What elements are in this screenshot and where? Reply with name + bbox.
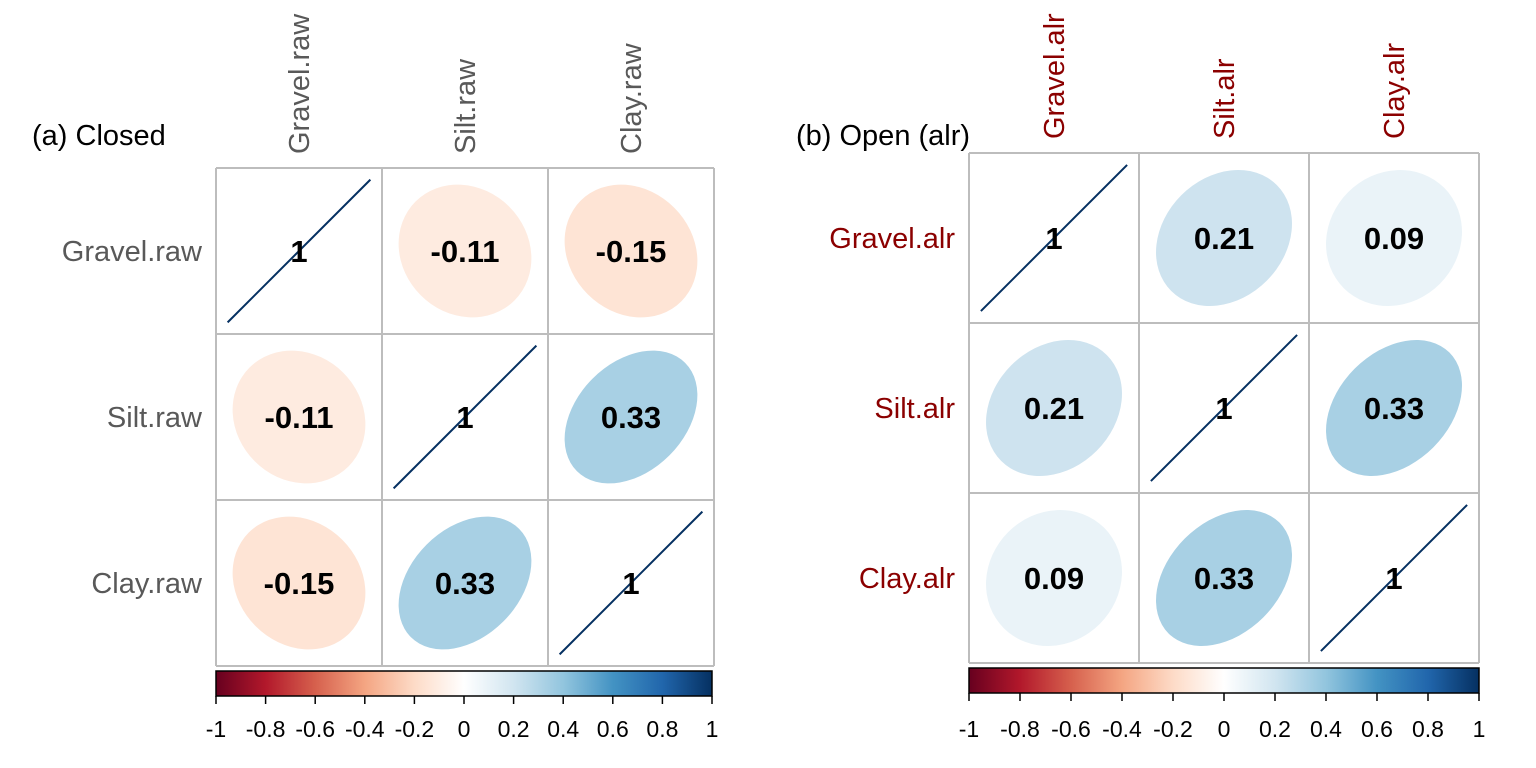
corr-ellipse (392, 344, 538, 490)
corr-value-label: 0.09 (1364, 221, 1424, 256)
corr-ellipse (986, 510, 1122, 646)
corr-ellipse (1156, 510, 1292, 646)
row-label: Gravel.raw (62, 236, 203, 268)
column-label: Gravel.raw (284, 13, 316, 154)
colorbar-tick-label: 0.4 (1310, 716, 1342, 742)
colorbar-tick-label: 0.6 (597, 716, 629, 742)
corr-value-label: 0.21 (1024, 391, 1084, 426)
row-label: Silt.raw (107, 402, 203, 434)
colorbar-tick-label: -0.2 (1153, 716, 1193, 742)
corr-value-label: 1 (1385, 561, 1402, 596)
panel-a: (a) Closed 1 -0.11 -0.15 -0.11 1 0.33 -0.15 0.33… (32, 13, 719, 742)
colorbar-tick-label: -1 (959, 716, 979, 742)
corr-value-label: -0.15 (596, 234, 667, 269)
corr-value-label: 0.33 (601, 400, 661, 435)
corr-ellipse (558, 510, 704, 656)
colorbar-tick-label: 0 (1218, 716, 1231, 742)
colorbar-tick-label: -1 (206, 716, 226, 742)
corr-ellipse (980, 164, 1128, 312)
corr-value-label: 0.21 (1194, 221, 1254, 256)
corr-ellipse (1326, 170, 1462, 306)
panel-title: (a) Closed (32, 120, 166, 152)
colorbar-tick-label: 0.2 (498, 716, 530, 742)
corr-value-label: -0.11 (431, 234, 500, 269)
column-label: Clay.alr (1379, 43, 1411, 139)
corr-value-label: -0.11 (265, 400, 334, 435)
colorbar-tick-label: -0.2 (395, 716, 435, 742)
corr-ellipse (398, 184, 532, 318)
corr-ellipse (232, 350, 366, 484)
colorbar-tick-label: -0.8 (1000, 716, 1040, 742)
corr-ellipse (398, 516, 532, 650)
corr-ellipse (1150, 334, 1298, 482)
row-label: Silt.alr (874, 393, 955, 425)
corr-ellipse (232, 516, 366, 650)
corr-value-label: 0.09 (1024, 561, 1084, 596)
corr-value-label: 0.33 (435, 566, 495, 601)
corr-ellipse (986, 340, 1122, 476)
colorbar-tick-label: 1 (1473, 716, 1486, 742)
corr-ellipse (1326, 340, 1462, 476)
column-label: Silt.raw (450, 58, 482, 154)
colorbar-tick-label: 0.4 (547, 716, 579, 742)
colorbar-tick-label: 0.8 (1412, 716, 1444, 742)
column-label: Gravel.alr (1039, 13, 1071, 139)
colorbar-tick-label: -0.6 (295, 716, 335, 742)
column-label: Silt.alr (1209, 58, 1241, 139)
panel-b: (b) Open (alr)1 0.21 0.090.21 1 0.330.09 0.33… (796, 13, 1486, 742)
colorbar-tick-label: 1 (706, 716, 719, 742)
corr-value-label: 1 (1045, 221, 1062, 256)
panel-title: (b) Open (alr) (796, 120, 970, 152)
colorbar-tick-label: -0.8 (246, 716, 286, 742)
row-label: Clay.alr (859, 563, 955, 595)
colorbar-tick-label: 0.2 (1259, 716, 1291, 742)
row-label: Clay.raw (91, 568, 203, 600)
corr-value-label: 1 (1215, 391, 1232, 426)
corr-value-label: 1 (622, 566, 639, 601)
corr-ellipse (564, 350, 698, 484)
colorbar (215, 670, 713, 697)
colorbar-tick-label: -0.6 (1051, 716, 1091, 742)
column-label: Clay.raw (616, 42, 648, 154)
row-label: Gravel.alr (829, 223, 955, 255)
corr-ellipse (564, 184, 698, 318)
corr-ellipse (1156, 170, 1292, 306)
colorbar-tick-label: -0.4 (345, 716, 385, 742)
colorbar-tick-label: 0.6 (1361, 716, 1393, 742)
colorbar-tick-label: 0.8 (646, 716, 678, 742)
corr-ellipse (1320, 504, 1468, 652)
colorbar-tick-label: 0 (458, 716, 471, 742)
colorbar (968, 667, 1480, 694)
corr-ellipse (226, 178, 372, 324)
corr-value-label: 1 (290, 234, 307, 269)
corr-value-label: 0.33 (1194, 561, 1254, 596)
colorbar-tick-label: -0.4 (1102, 716, 1142, 742)
corr-value-label: 0.33 (1364, 391, 1424, 426)
corr-value-label: -0.15 (264, 566, 335, 601)
corr-value-label: 1 (456, 400, 473, 435)
